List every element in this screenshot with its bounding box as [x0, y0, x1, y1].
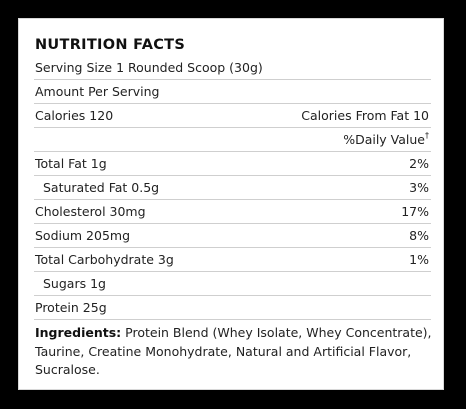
nutrient-row-sodium: Sodium 205mg 8% [34, 224, 431, 248]
ingredients-list: Protein Blend (Whey Isolate, Whey Concen… [35, 325, 432, 377]
nutrient-label: Total Carbohydrate 3g [35, 252, 174, 267]
nutrient-label: Sugars 1g [43, 276, 106, 291]
nutrient-row-protein: Protein 25g [34, 296, 431, 320]
calories-from-fat: Calories From Fat 10 [301, 108, 429, 123]
nutrient-daily-value: 2% [409, 156, 429, 171]
nutrient-daily-value: 17% [401, 204, 429, 219]
nutrition-table: Serving Size 1 Rounded Scoop (30g) Amoun… [34, 56, 431, 320]
nutrient-daily-value: 8% [409, 228, 429, 243]
nutrient-label: Cholesterol 30mg [35, 204, 146, 219]
dagger-mark: † [425, 131, 429, 140]
ingredients-label: Ingredients: [35, 325, 122, 340]
serving-size-label: Serving Size 1 Rounded Scoop (30g) [35, 60, 263, 75]
nutrient-daily-value: 3% [409, 180, 429, 195]
serving-size-row: Serving Size 1 Rounded Scoop (30g) [34, 56, 431, 80]
nutrition-facts-panel: NUTRITION FACTS Serving Size 1 Rounded S… [18, 18, 444, 390]
nutrient-row-total-carbohydrate: Total Carbohydrate 3g 1% [34, 248, 431, 272]
amount-per-serving-row: Amount Per Serving [34, 80, 431, 104]
nutrient-label: Sodium 205mg [35, 228, 131, 243]
nutrient-row-total-fat: Total Fat 1g 2% [34, 152, 431, 176]
nutrient-row-sugars: Sugars 1g [34, 272, 431, 296]
nutrient-label: Total Fat 1g [35, 156, 107, 171]
nutrient-label: Saturated Fat 0.5g [43, 180, 160, 195]
amount-per-serving-label: Amount Per Serving [35, 84, 160, 99]
nutrient-row-saturated-fat: Saturated Fat 0.5g 3% [34, 176, 431, 200]
daily-value-header: %Daily Value† [343, 131, 429, 147]
nutrient-row-cholesterol: Cholesterol 30mg 17% [34, 200, 431, 224]
daily-value-header-row: %Daily Value† [34, 128, 431, 152]
calories-row: Calories 120 Calories From Fat 10 [34, 104, 431, 128]
nutrient-label: Protein 25g [35, 300, 107, 315]
ingredients-text: Ingredients: Protein Blend (Whey Isolate… [35, 324, 433, 380]
panel-title: NUTRITION FACTS [35, 37, 186, 53]
nutrient-daily-value: 1% [409, 252, 429, 267]
calories-label: Calories 120 [35, 108, 114, 123]
